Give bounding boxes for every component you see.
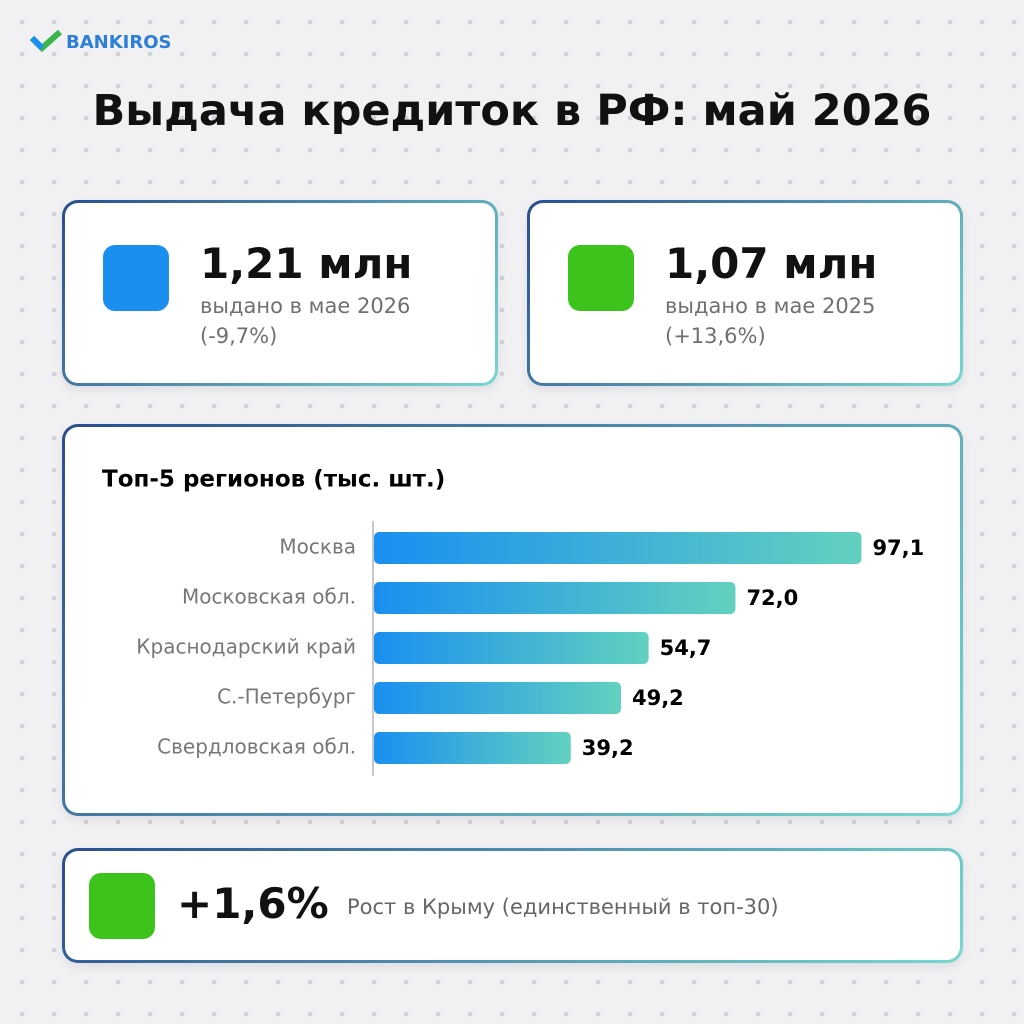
swatch [103, 245, 169, 311]
highlight-text: Рост в Крыму (единственный в топ-30) [347, 895, 779, 919]
bar [374, 732, 571, 764]
bar [374, 632, 649, 664]
logo-icon [30, 30, 62, 53]
category-label: С.-Петербург [217, 685, 356, 709]
value-label: 54,7 [660, 636, 712, 660]
chart-title: Топ-5 регионов (тыс. шт.) [102, 467, 445, 493]
logo: BANKIROS [66, 32, 172, 53]
value-label: 72,0 [746, 586, 798, 610]
category-label: Москва [279, 535, 356, 559]
chart: Топ-5 регионов (тыс. шт.) Москва 97,1 Моск… [102, 467, 924, 776]
swatch [568, 245, 634, 311]
bar [374, 582, 736, 614]
stat-value: 1,21 млн [200, 239, 413, 288]
value-label: 39,2 [582, 736, 634, 760]
value-label: 49,2 [632, 686, 684, 710]
stat-card: 1,07 млн выдано в мае 2025 (+13,6%) [527, 200, 963, 386]
category-label: Московская обл. [182, 585, 356, 609]
category-label: Свердловская обл. [157, 735, 356, 759]
stat-description: выдано в мае 2026 [200, 294, 411, 318]
bar [374, 682, 621, 714]
title: Выдача кредиток в РФ: май 2026 [92, 86, 932, 136]
highlight-value: +1,6% [177, 879, 329, 928]
stat-card: 1,21 млн выдано в мае 2026 (-9,7%) [62, 200, 498, 386]
category-label: Краснодарский край [136, 635, 356, 659]
highlight-card: +1,6% Рост в Крыму (единственный в топ-3… [62, 848, 963, 963]
stat-value: 1,07 млн [665, 239, 878, 288]
bar [374, 532, 862, 564]
stat-description: выдано в мае 2025 [665, 294, 876, 318]
swatch [89, 873, 155, 939]
value-label: 97,1 [872, 536, 924, 560]
stat-change: (-9,7%) [200, 324, 278, 348]
stat-change: (+13,6%) [665, 324, 766, 348]
